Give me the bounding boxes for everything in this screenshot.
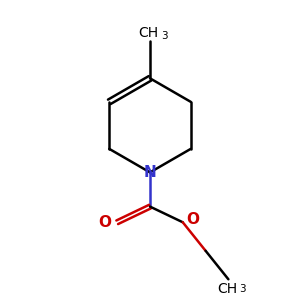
Text: 3: 3: [239, 284, 246, 294]
Text: CH: CH: [139, 26, 159, 40]
Text: N: N: [144, 165, 156, 180]
Text: O: O: [186, 212, 199, 227]
Text: 3: 3: [161, 31, 167, 41]
Text: CH: CH: [217, 282, 237, 296]
Text: O: O: [98, 215, 111, 230]
